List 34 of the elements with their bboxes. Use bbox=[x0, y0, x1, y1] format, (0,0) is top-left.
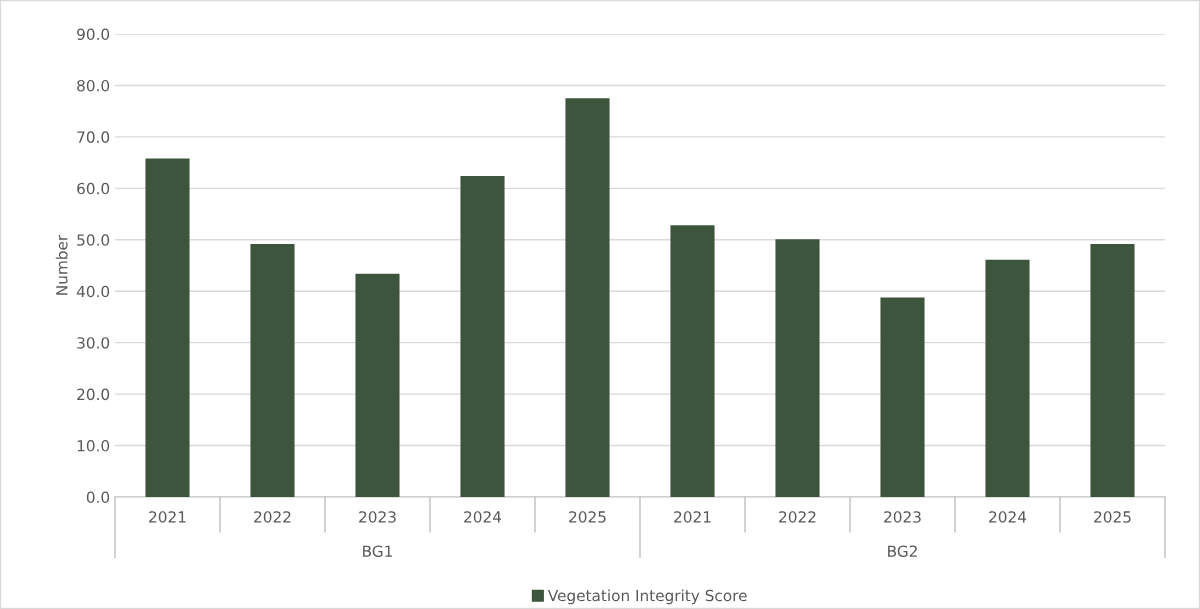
y-tick-label: 90.0 bbox=[77, 28, 110, 41]
y-axis-title: Number bbox=[55, 234, 68, 295]
y-tick-label: 20.0 bbox=[77, 388, 110, 401]
y-tick-label: 30.0 bbox=[77, 337, 110, 349]
x-tick-label: 2024 bbox=[464, 511, 502, 523]
bar bbox=[670, 225, 715, 497]
y-tick-label: 60.0 bbox=[77, 182, 110, 195]
text: BG2 bbox=[888, 545, 917, 557]
bar bbox=[775, 239, 820, 497]
legend-label: Vegetation Integrity Score bbox=[547, 589, 747, 605]
x-tick-label: 2021 bbox=[149, 511, 186, 523]
x-tick-label: 2022 bbox=[779, 511, 816, 523]
x-tick-label: 2025 bbox=[569, 511, 606, 523]
bar bbox=[460, 175, 505, 497]
y-tick-label: 70.0 bbox=[77, 131, 110, 143]
bar bbox=[880, 297, 925, 497]
bar bbox=[355, 273, 400, 497]
y-tick-label: 0.0 bbox=[86, 491, 110, 504]
bar bbox=[985, 259, 1030, 497]
text: BG1 bbox=[363, 545, 392, 557]
y-tick-label: 50.0 bbox=[77, 234, 110, 246]
x-tick-label: 2022 bbox=[254, 511, 291, 523]
x-tick-label: 2021 bbox=[674, 511, 711, 523]
bar bbox=[145, 158, 190, 497]
bar bbox=[250, 243, 295, 497]
x-tick-label: 2025 bbox=[1094, 511, 1131, 523]
bar bbox=[565, 98, 610, 497]
y-tick-label: 80.0 bbox=[77, 79, 110, 92]
y-tick-label: 10.0 bbox=[77, 440, 110, 452]
bar bbox=[1090, 243, 1135, 497]
x-tick-label: 2023 bbox=[884, 511, 921, 523]
x-tick-label: 2023 bbox=[359, 511, 396, 523]
x-tick-label: 2024 bbox=[989, 511, 1027, 523]
y-tick-label: 40.0 bbox=[76, 285, 110, 298]
